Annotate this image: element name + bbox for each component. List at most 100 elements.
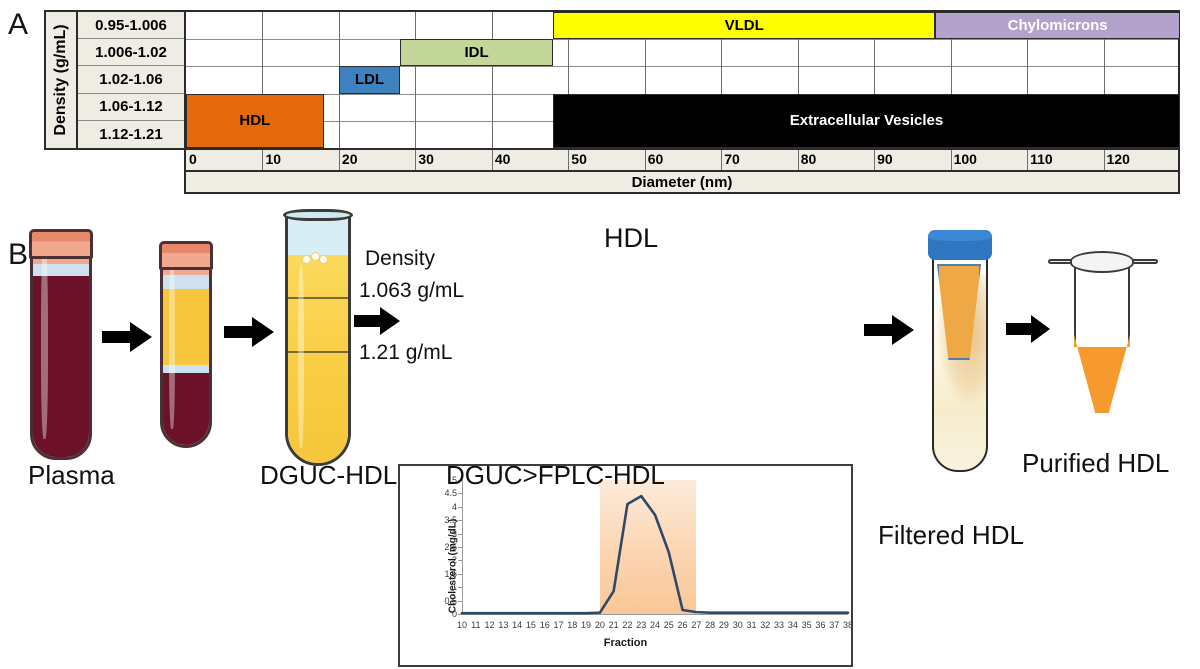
chart-x-tick-38: 38	[842, 620, 854, 630]
plasma-layer	[163, 289, 209, 365]
chart-y-tick-3: 3	[451, 528, 457, 539]
dguc-tube-rim	[283, 209, 353, 221]
diameter-tick-mark	[721, 150, 723, 170]
arrow-2-icon	[222, 315, 276, 349]
fplc-chromatogram: Cholesterol (mg/dL) 0 0.5 1 1.5 2 2.5 3 3.5 4 4.5…	[398, 464, 853, 667]
chart-x-tick-11: 11	[471, 620, 481, 630]
diameter-tick-mark	[1103, 150, 1105, 170]
chart-x-tick-35: 35	[801, 620, 812, 630]
diameter-tick-mark	[338, 150, 340, 170]
tube-gloss	[297, 264, 304, 449]
purified-hdl-microtube	[1044, 243, 1162, 423]
diameter-tick-label-30: 30	[418, 151, 434, 167]
chart-x-tick-20: 20	[594, 620, 605, 630]
density-row-3: 1.02-1.06	[78, 66, 184, 94]
tube-gloss	[169, 257, 175, 429]
table-grid-col-line	[1027, 12, 1029, 148]
table-grid-row-line	[186, 39, 1178, 41]
chart-x-tick-28: 28	[705, 620, 716, 630]
diameter-tick-label-60: 60	[647, 151, 664, 167]
density-axis-title: Density (g/mL)	[52, 24, 69, 136]
diameter-tick-mark	[568, 150, 570, 170]
table-grid-col-line	[262, 12, 264, 148]
band-idl: IDL	[400, 39, 553, 67]
table-grid-col-line	[415, 12, 417, 148]
chart-x-tick-32: 32	[760, 620, 771, 630]
chart-x-tick-13: 13	[498, 620, 509, 630]
tube-body	[30, 230, 92, 460]
chart-x-tick-19: 19	[581, 620, 592, 630]
chart-y-tick-3.5: 3.5	[444, 515, 457, 526]
dguc-hdl-label: DGUC-HDL	[260, 460, 398, 490]
interface-layer	[163, 365, 209, 373]
diameter-tick-label-20: 20	[341, 151, 358, 167]
diameter-tick-mark	[874, 150, 876, 170]
table-plot-area: HDL LDL IDL VLDL Chylomicrons Extracellular V…	[186, 12, 1180, 148]
concentrator-cap	[928, 230, 992, 260]
chart-x-tick-17: 17	[553, 620, 564, 630]
chart-y-tick-mark	[458, 493, 462, 495]
dguc-gradient-layer	[288, 254, 348, 463]
tube-stopper	[159, 241, 213, 270]
arrow-1-icon	[100, 320, 154, 354]
chart-x-ticks: 10 11 12 13 14 15 16 17 18 19 20 21 22 23 24 25 26 27 28 29…	[400, 620, 855, 634]
arrow-3-icon	[352, 305, 402, 337]
blood-layer	[33, 275, 89, 457]
separated-plasma-tube	[159, 241, 213, 448]
tube-gloss	[40, 246, 48, 440]
diameter-tick-mark	[644, 150, 646, 170]
chart-x-tick-10: 10	[456, 620, 468, 630]
microtube-lid	[1070, 251, 1134, 273]
diameter-tick-mark	[1027, 150, 1029, 170]
chart-x-tick-23: 23	[636, 620, 647, 630]
blood-layer	[163, 373, 209, 445]
table-grid-col-line	[797, 12, 799, 148]
density-axis-header: Density (g/mL)	[46, 12, 78, 148]
diameter-tick-label-50: 50	[571, 151, 587, 167]
density-value-column: 0.95-1.006 1.006-1.02 1.02-1.06 1.06-1.12 1.…	[78, 12, 186, 148]
buffy-coat-layer	[33, 264, 89, 276]
diameter-tick-label-10: 10	[265, 151, 282, 167]
diameter-tick-label-100: 100	[953, 151, 977, 167]
chart-x-tick-22: 22	[622, 620, 633, 630]
diameter-tick-mark	[491, 150, 493, 170]
dguc-tube-body	[285, 212, 351, 466]
panel-b-workflow: Density 1.063 g/mL 1.21 g/mL HDL Cholest…	[0, 205, 1200, 667]
plasma-label: Plasma	[28, 460, 115, 490]
band-extracellular-vesicles: Extracellular Vesicles	[553, 93, 1180, 148]
chart-x-tick-24: 24	[649, 620, 661, 630]
chart-x-tick-36: 36	[815, 620, 826, 630]
chart-y-tick-mark	[458, 573, 462, 575]
chart-y-tick-mark	[458, 560, 462, 562]
chart-x-tick-30: 30	[732, 620, 743, 630]
diameter-tick-mark	[950, 150, 952, 170]
fplc-chart-title: HDL	[604, 223, 659, 253]
density-row-1: 0.95-1.006	[78, 12, 184, 40]
band-vldl: VLDL	[553, 12, 936, 40]
dguc-density-divider-upper	[288, 296, 348, 299]
band-ldl: LDL	[338, 66, 401, 94]
filter-concentrator-tube	[924, 230, 996, 474]
fplc-hdl-label: DGUC>FPLC-HDL	[446, 460, 665, 490]
arrow-5-icon	[1004, 313, 1052, 345]
diameter-axis-title: Diameter (nm)	[184, 172, 1180, 194]
chart-y-tick-1.5: 1.5	[444, 568, 457, 579]
tube-stopper	[29, 229, 93, 259]
purified-hdl-label: Purified HDL	[1022, 448, 1170, 478]
diameter-tick-label-70: 70	[724, 151, 740, 167]
diameter-tick-mark	[797, 150, 799, 170]
chart-x-tick-34: 34	[787, 620, 798, 630]
whole-blood-tube	[29, 229, 93, 460]
table-grid-col-line	[1103, 12, 1105, 148]
tube-body	[160, 242, 212, 448]
chart-x-axis-label: Fraction	[603, 637, 648, 649]
density-row-4: 1.06-1.12	[78, 94, 184, 121]
chart-x-tick-37: 37	[829, 620, 840, 630]
chart-y-tick-4.5: 4.5	[444, 488, 457, 499]
table-grid-col-line	[644, 12, 646, 148]
table-grid-col-line	[491, 12, 493, 148]
chart-x-tick-31: 31	[746, 620, 757, 630]
chart-x-tick-12: 12	[484, 620, 495, 630]
diameter-tick-label-80: 80	[800, 151, 817, 167]
diameter-tick-mark	[262, 150, 264, 170]
